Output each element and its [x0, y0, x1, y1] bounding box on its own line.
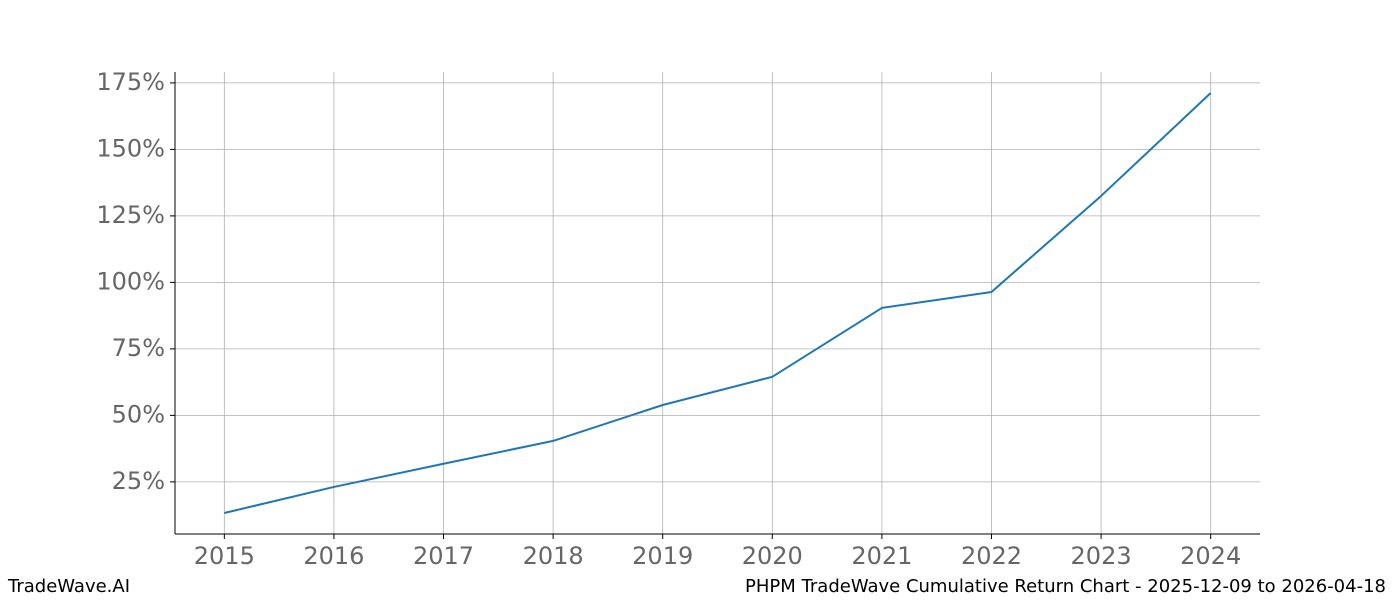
- x-tick-label: 2017: [413, 542, 474, 570]
- x-tick-label: 2020: [742, 542, 803, 570]
- y-tick-label: 100%: [96, 267, 165, 295]
- x-tick-label: 2023: [1071, 542, 1132, 570]
- x-tick-label: 2019: [632, 542, 693, 570]
- y-tick-label: 50%: [112, 400, 165, 428]
- x-tick-label: 2021: [851, 542, 912, 570]
- x-tick-label: 2024: [1180, 542, 1241, 570]
- y-tick-label: 175%: [96, 68, 165, 96]
- y-tick-label: 75%: [112, 334, 165, 362]
- x-tick-label: 2018: [523, 542, 584, 570]
- y-tick-label: 150%: [96, 134, 165, 162]
- x-tick-label: 2016: [303, 542, 364, 570]
- chart-title: PHPM TradeWave Cumulative Return Chart -…: [745, 576, 1386, 597]
- y-tick-label: 25%: [112, 467, 165, 495]
- x-tick-label: 2022: [961, 542, 1022, 570]
- x-tick-label: 2015: [194, 542, 255, 570]
- brand: TradeWave.AI: [7, 576, 130, 597]
- y-tick-label: 125%: [96, 201, 165, 229]
- line: [224, 92, 1212, 514]
